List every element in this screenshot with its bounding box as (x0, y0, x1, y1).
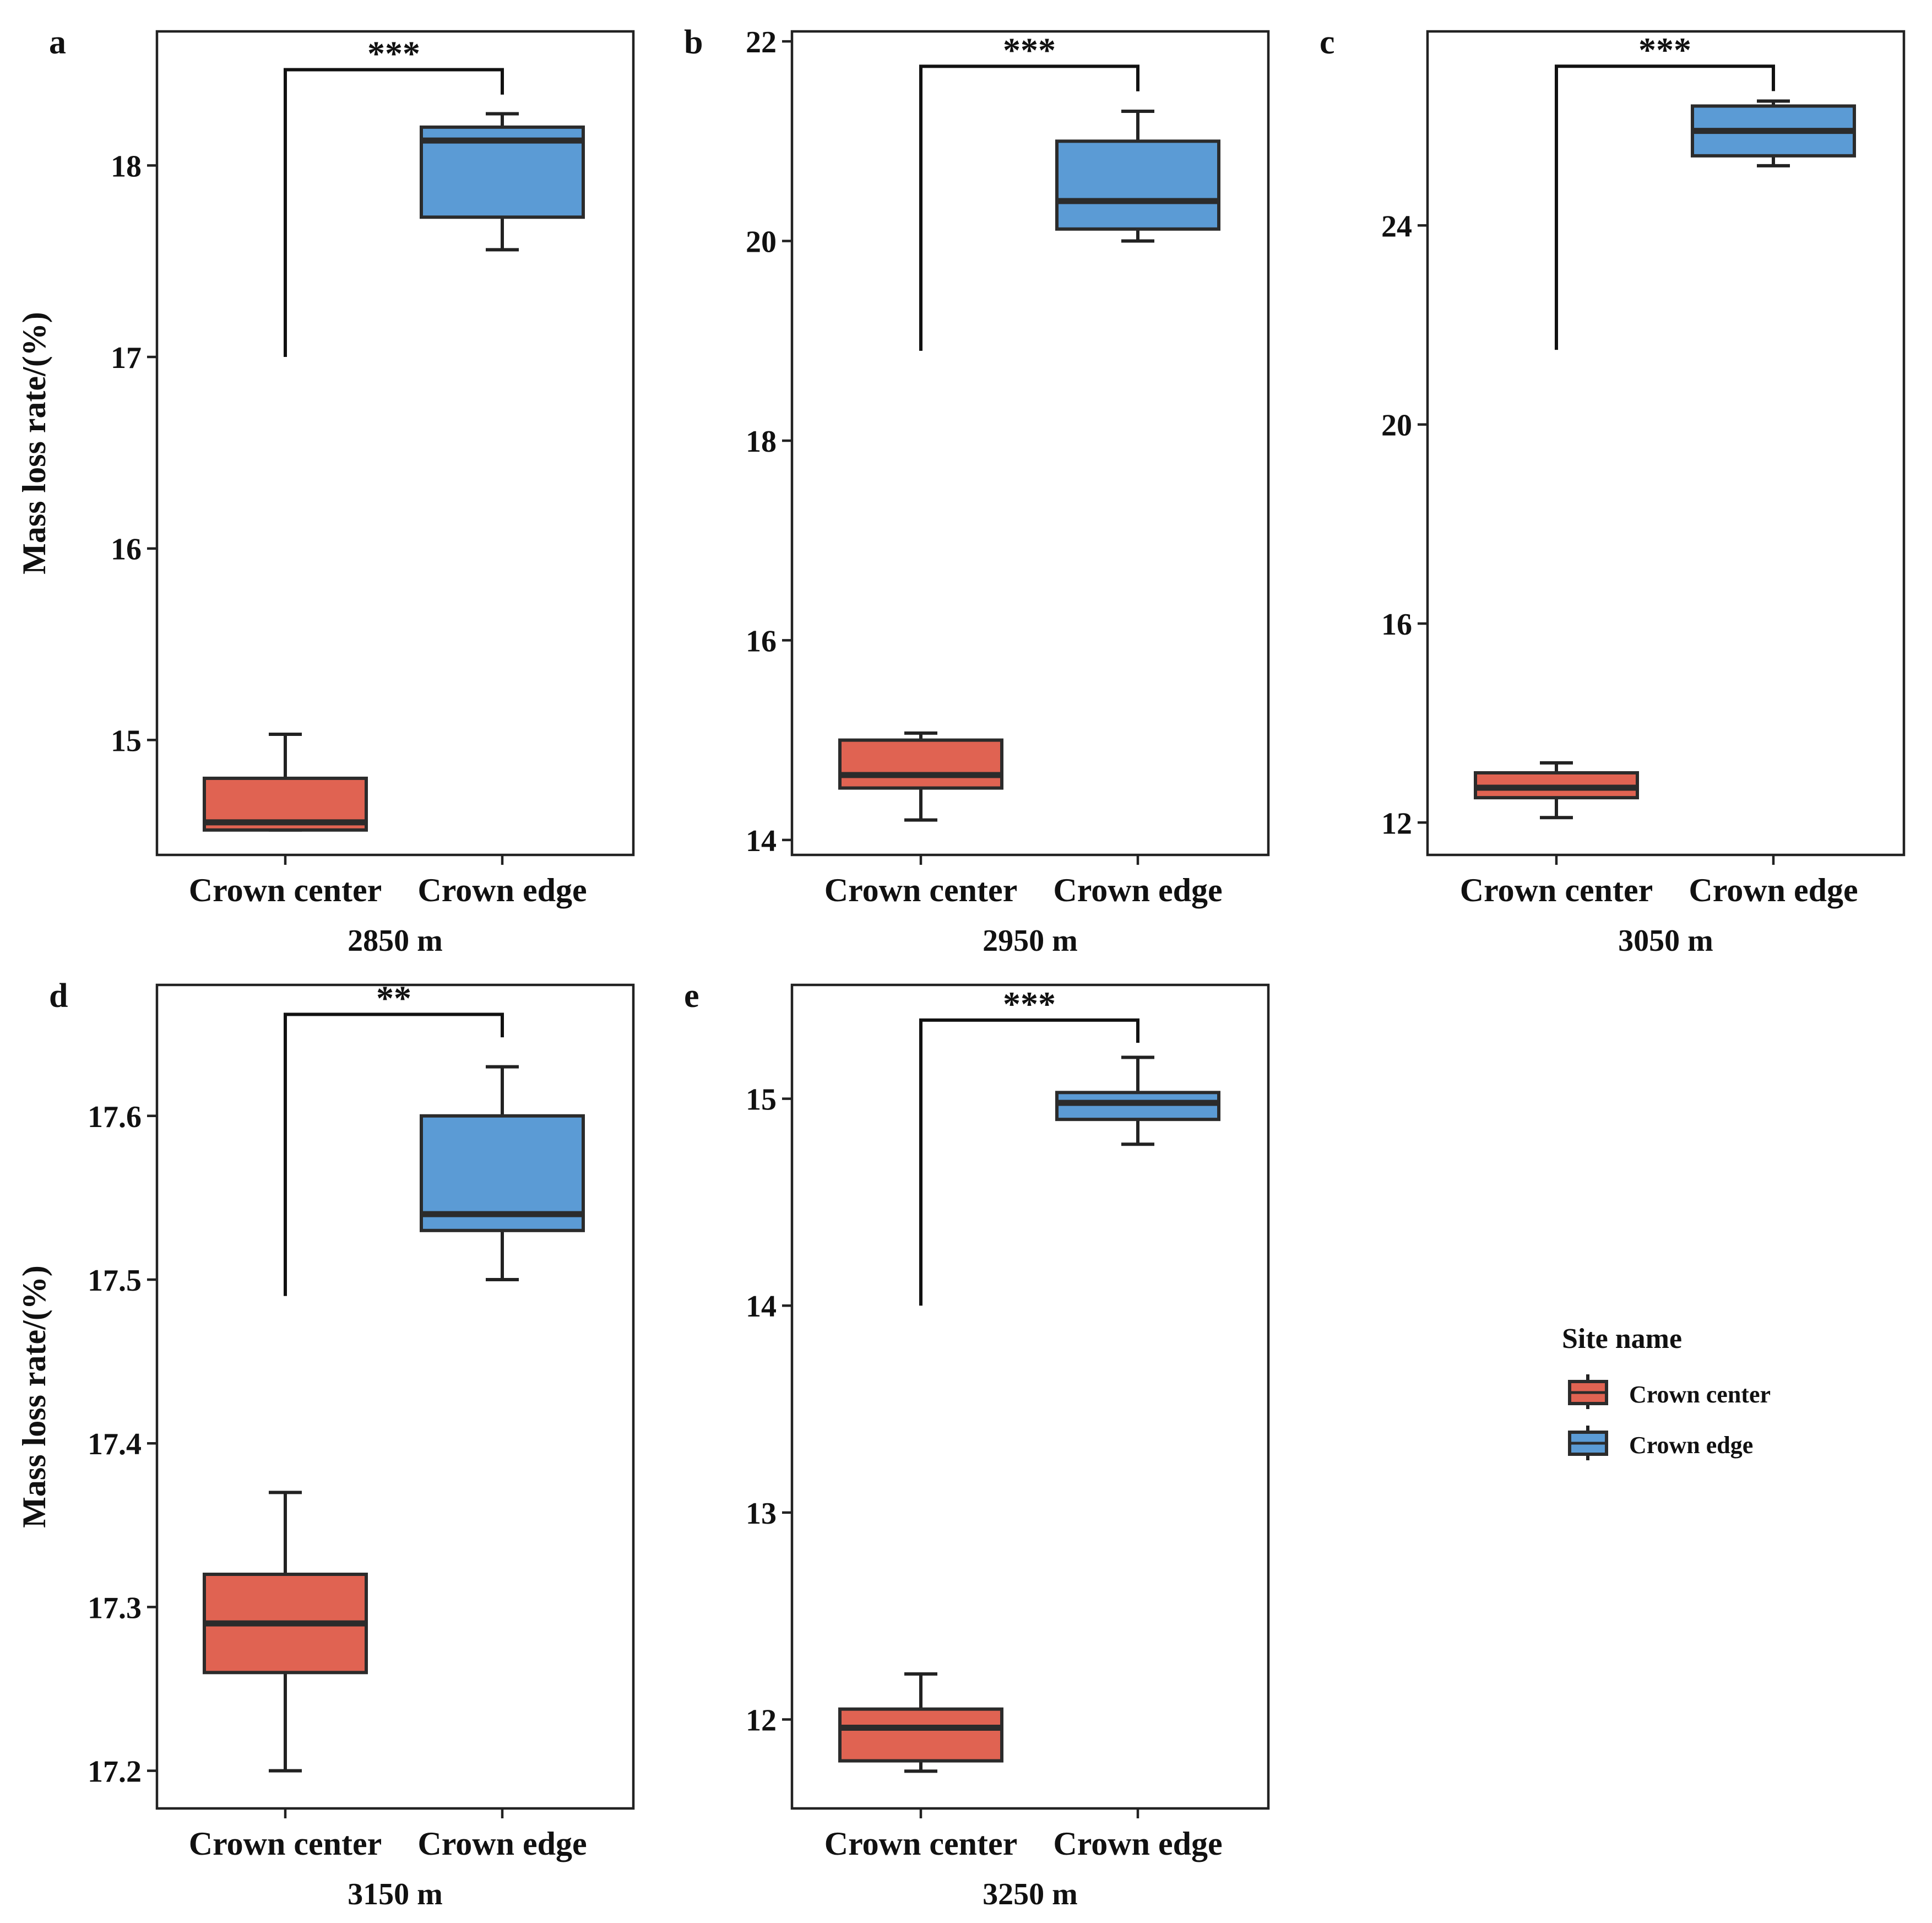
x-tick-label: Crown center (189, 1826, 382, 1862)
legend-item-crown-center: Crown center (1568, 1374, 1771, 1409)
plot-frame (1426, 30, 1906, 857)
panel-letter: c (1320, 24, 1335, 61)
x-axis-title: 3050 m (1618, 924, 1713, 958)
x-axis-title: 3150 m (348, 1877, 443, 1911)
x-tick-label: Crown edge (417, 1826, 587, 1862)
iqr-box (838, 738, 1003, 790)
panel-a: a 15 16 17 18 Mass loss rate/(%) Crown center C… (16, 24, 635, 958)
plot-frame (155, 983, 635, 1810)
significance-stars: *** (1003, 30, 1056, 69)
y-tick-label: 12 (746, 1703, 777, 1737)
iqr-box (1055, 1091, 1220, 1122)
x-axis-title: 2950 m (983, 924, 1078, 958)
plot-frame (155, 30, 635, 857)
panel-b: b 14 16 18 20 22 Crown center Crown edge 2950 m *… (684, 24, 1270, 958)
y-tick-label: 17.2 (88, 1755, 142, 1789)
x-tick-label: Crown edge (1689, 872, 1858, 908)
panel-e: e 12 13 14 15 Crown center Crown edge 3250 m *** (684, 977, 1270, 1911)
box-crown-edge (1691, 99, 1856, 167)
plot-frame (790, 983, 1270, 1810)
x-tick-label: Crown center (824, 1826, 1017, 1862)
significance-bracket (284, 1012, 504, 1296)
y-tick-label: 17.5 (88, 1264, 142, 1298)
y-tick-label: 22 (746, 25, 777, 59)
panel-c: c 12 16 20 24 Crown center Crown edge 3050 m *** (1320, 24, 1906, 958)
plot-frame (790, 30, 1270, 857)
x-tick-label: Crown edge (417, 872, 587, 908)
legend: Site name Crown center Crown edge (1562, 1323, 1771, 1460)
legend-title: Site name (1562, 1323, 1682, 1355)
y-tick-label: 17.6 (88, 1100, 142, 1134)
significance-bracket (284, 68, 504, 357)
legend-label-crown-edge: Crown edge (1629, 1432, 1753, 1459)
y-tick-label: 18 (746, 425, 777, 459)
y-tick-label: 16 (111, 533, 142, 567)
iqr-box (1055, 139, 1220, 231)
box-crown-center (1474, 761, 1639, 820)
x-tick-label: Crown center (824, 872, 1017, 908)
panel-letter: a (49, 24, 66, 61)
box-crown-edge (420, 1065, 585, 1281)
y-tick-label: 16 (1381, 608, 1412, 642)
y-tick-label: 24 (1381, 209, 1412, 243)
box-crown-center (203, 1491, 368, 1773)
panel-letter: e (684, 977, 699, 1015)
panel-letter: b (684, 24, 703, 61)
box-crown-center (203, 732, 368, 832)
y-tick-label: 13 (746, 1497, 777, 1531)
box-crown-edge (1055, 1055, 1220, 1146)
chart-panels: a 15 16 17 18 Mass loss rate/(%) Crown center C… (16, 24, 1906, 1911)
y-tick-label: 12 (1381, 806, 1412, 841)
x-axis-title: 3250 m (983, 1877, 1078, 1911)
x-tick-label: Crown center (1460, 872, 1653, 908)
y-tick-label: 17.3 (88, 1591, 142, 1625)
box-crown-center (838, 731, 1003, 822)
legend-label-crown-center: Crown center (1629, 1381, 1771, 1408)
y-tick-label: 14 (746, 824, 777, 858)
significance-bracket (919, 64, 1139, 351)
x-tick-label: Crown edge (1053, 872, 1222, 908)
y-tick-label: 20 (746, 225, 777, 259)
x-tick-label: Crown center (189, 872, 382, 908)
y-tick-label: 14 (746, 1290, 777, 1324)
significance-bracket (1555, 64, 1775, 350)
box-crown-edge (420, 112, 585, 252)
y-tick-label: 17 (111, 341, 142, 375)
iqr-box (838, 1707, 1003, 1763)
significance-stars: ** (376, 978, 411, 1017)
significance-stars: *** (1638, 30, 1691, 69)
x-axis-title: 2850 m (348, 924, 443, 958)
box-crown-center (838, 1672, 1003, 1773)
y-axis-title: Mass loss rate/(%) (16, 1265, 52, 1528)
panel-d: d 17.2 17.3 17.4 17.5 17.6 Mass loss rate/(%) C… (16, 977, 635, 1911)
x-tick-label: Crown edge (1053, 1826, 1222, 1862)
y-axis-title: Mass loss rate/(%) (16, 312, 52, 575)
significance-stars: *** (1003, 984, 1056, 1023)
y-tick-label: 15 (111, 724, 142, 758)
y-tick-label: 18 (111, 149, 142, 183)
legend-item-crown-edge: Crown edge (1568, 1426, 1753, 1460)
box-crown-edge (1055, 109, 1220, 243)
y-tick-label: 16 (746, 624, 777, 658)
y-tick-label: 17.4 (88, 1427, 142, 1461)
y-tick-label: 20 (1381, 409, 1412, 443)
panel-letter: d (49, 977, 68, 1015)
significance-bracket (919, 1018, 1139, 1306)
y-tick-label: 15 (746, 1083, 777, 1117)
significance-stars: *** (367, 34, 420, 73)
